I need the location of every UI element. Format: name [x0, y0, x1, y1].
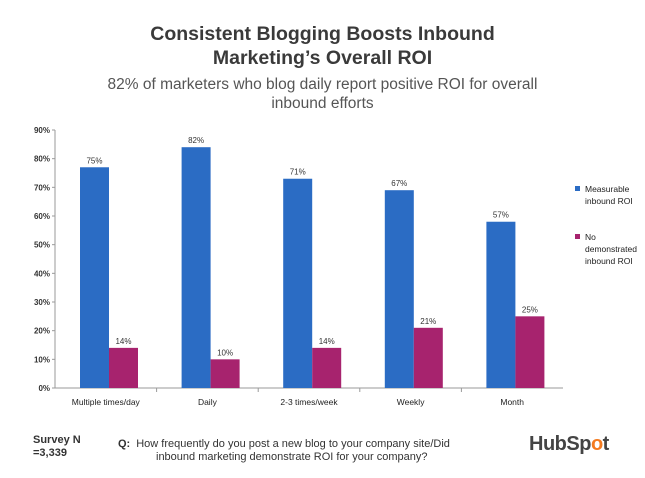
legend: Measurable inbound ROI No demonstrated i…	[575, 183, 645, 291]
bar-measurable-roi	[80, 167, 109, 388]
x-category-label: Weekly	[397, 397, 425, 407]
chart-title-line2: Marketing’s Overall ROI	[212, 47, 433, 69]
y-tick-label: 30%	[34, 298, 50, 307]
chart-title-line1: Consistent Blogging Boosts Inbound	[150, 23, 495, 45]
legend-swatch-no-roi	[575, 234, 580, 239]
legend-swatch-measurable	[575, 186, 580, 191]
y-tick-label: 60%	[34, 212, 50, 221]
data-label: 14%	[319, 337, 335, 346]
data-label: 71%	[290, 168, 306, 177]
data-label: 75%	[86, 156, 102, 165]
data-label: 82%	[188, 136, 204, 145]
bar-measurable-roi	[181, 147, 211, 388]
bar-measurable-roi	[486, 221, 516, 388]
question-line2: inbound marketing demonstrate ROI for yo…	[156, 451, 428, 463]
legend-item-no-roi: No demonstrated inbound ROI	[575, 231, 645, 267]
data-label: 25%	[522, 305, 538, 314]
y-tick-label: 90%	[34, 126, 50, 135]
bar-measurable-roi	[283, 178, 313, 388]
chart-subtitle-line2: inbound efforts	[271, 95, 374, 112]
y-tick-label: 20%	[34, 327, 50, 336]
chart-title: Consistent Blogging Boosts Inbound Marke…	[0, 22, 645, 70]
x-category-label: 2-3 times/week	[280, 397, 338, 407]
hubspot-logo: HubSpot	[529, 433, 609, 455]
survey-question: Q: How frequently do you post a new blog …	[118, 438, 518, 464]
chart-subtitle-line1: 82% of marketers who blog daily report p…	[107, 76, 538, 93]
legend-label-line: Measurable	[585, 184, 630, 194]
data-label: 57%	[493, 211, 509, 220]
legend-label-line: inbound ROI	[585, 256, 633, 266]
legend-label-line: demonstrated	[585, 244, 637, 254]
y-tick-label: 0%	[38, 384, 50, 393]
y-tick-label: 50%	[34, 241, 50, 250]
y-tick-label: 80%	[34, 155, 50, 164]
data-label: 67%	[391, 179, 407, 188]
x-category-label: Daily	[198, 397, 218, 407]
legend-label-line: No	[585, 232, 596, 242]
legend-item-measurable: Measurable inbound ROI	[575, 183, 645, 207]
survey-size-line1: Survey N	[33, 434, 81, 446]
x-category-label: Month	[500, 397, 524, 407]
bar-no-roi	[515, 316, 545, 388]
bar-no-roi	[210, 359, 240, 388]
data-label: 10%	[217, 348, 233, 357]
y-tick-label: 40%	[34, 269, 50, 278]
data-label: 14%	[115, 337, 131, 346]
sprocket-icon: o	[590, 433, 603, 455]
y-tick-label: 10%	[34, 355, 50, 364]
legend-label-line: inbound ROI	[585, 196, 633, 206]
bar-no-roi	[312, 347, 342, 388]
y-tick-label: 70%	[34, 183, 50, 192]
bar-no-roi	[109, 347, 138, 388]
bar-measurable-roi	[384, 190, 414, 388]
survey-size: Survey N =3,339	[33, 434, 81, 460]
x-category-label: Multiple times/day	[72, 397, 141, 407]
bar-no-roi	[413, 327, 443, 388]
question-prefix: Q:	[118, 438, 131, 450]
survey-size-line2: =3,339	[33, 447, 67, 459]
question-line1: How frequently do you post a new blog to…	[136, 438, 450, 450]
data-label: 21%	[420, 317, 436, 326]
chart-subtitle: 82% of marketers who blog daily report p…	[60, 75, 585, 113]
